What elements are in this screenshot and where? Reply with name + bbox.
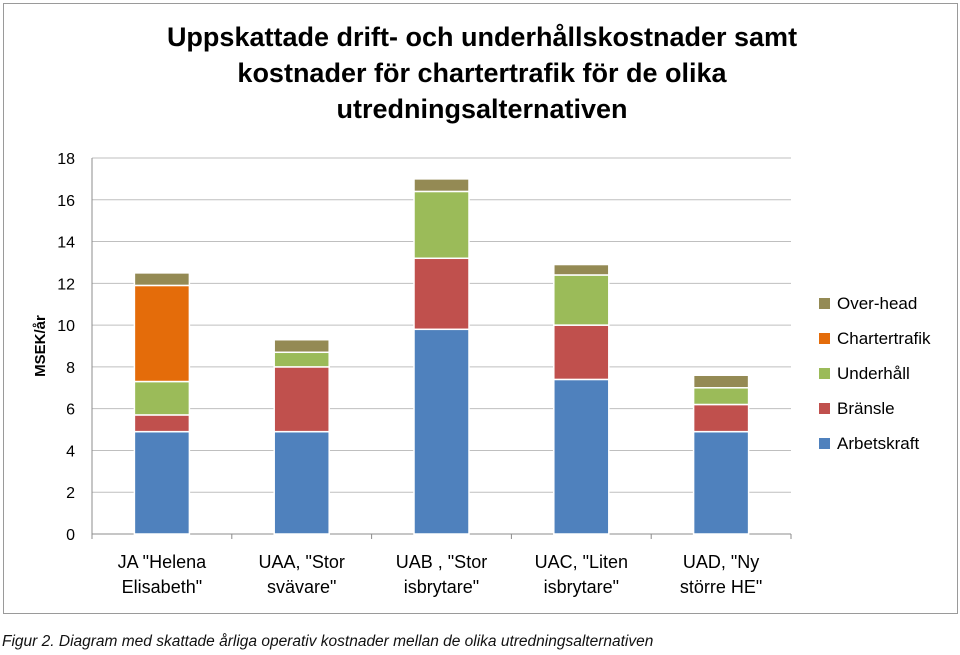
legend-label: Arbetskraft [837,434,919,453]
bar-segment-underh-ll [133,380,191,416]
x-category-label: svävare" [267,577,336,597]
y-tick-label: 16 [57,193,75,210]
y-tick-label: 8 [66,360,75,377]
bar-segment-arbetskraft [692,430,750,535]
bar-segment-arbetskraft [133,430,191,535]
bar-segment-over-head [692,374,750,389]
y-tick-label: 12 [57,276,75,293]
bar-segment-arbetskraft [413,328,470,535]
bar-segment-underh-ll [273,351,330,368]
y-tick-label: 0 [66,527,75,544]
bar-segment-br-nsle [413,257,470,331]
y-axis-label: MSEK/år [32,315,49,377]
bar-segment-arbetskraft [553,378,610,535]
x-category-label: isbrytare" [544,577,619,597]
legend-label: Chartertrafik [837,329,931,348]
x-category-label: UAA, "Stor [258,552,344,572]
y-tick-label: 6 [66,402,75,419]
bar-segment-br-nsle [692,403,750,433]
legend-label: Over-head [837,294,917,313]
legend-swatch [819,368,830,379]
y-tick-label: 4 [66,443,75,460]
stacked-bar-chart: Uppskattade drift- och underhållskostnad… [32,22,931,597]
bar-segment-over-head [553,263,610,276]
chart-title-line: Uppskattade drift- och underhållskostnad… [167,22,797,52]
x-category-label: UAC, "Liten [535,552,628,572]
bar-segment-underh-ll [413,190,470,260]
caption-text: Diagram med skattade årliga operativ kos… [54,633,654,650]
bar-segment-over-head [133,272,191,287]
caption-figure-number: Figur 2. [2,633,55,650]
y-tick-label: 14 [57,235,75,252]
chart-title-line: kostnader för chartertrafik för de olika [237,58,727,88]
legend-swatch [819,333,830,344]
legend-swatch [819,438,830,449]
x-category-label: isbrytare" [404,577,479,597]
chart-frame: Uppskattade drift- och underhållskostnad… [3,3,958,614]
x-category-label: större HE" [680,577,762,597]
bar-segment-br-nsle [133,414,191,433]
x-category-label: UAD, "Ny [683,552,759,572]
bar-segment-underh-ll [692,387,750,406]
legend-swatch [819,298,830,309]
bar-segment-underh-ll [553,274,610,326]
y-tick-label: 18 [57,151,75,168]
bar-segment-br-nsle [273,366,330,433]
y-tick-label: 2 [66,485,75,502]
y-tick-label: 10 [57,318,75,335]
bar-segment-chartertrafik [133,284,191,383]
legend-label: Underhåll [837,364,910,383]
legend-label: Bränsle [837,399,895,418]
bar-segment-br-nsle [553,324,610,381]
x-category-label: Elisabeth" [122,577,202,597]
bar-segment-over-head [273,338,330,354]
bar-segment-arbetskraft [273,430,330,535]
bar-segment-over-head [413,178,470,193]
figure-caption: Figur 2. Diagram med skattade årliga ope… [2,633,653,651]
chart-title-line: utredningsalternativen [336,94,627,124]
legend-swatch [819,403,830,414]
x-category-label: JA "Helena [118,552,207,572]
x-category-label: UAB , "Stor [396,552,487,572]
